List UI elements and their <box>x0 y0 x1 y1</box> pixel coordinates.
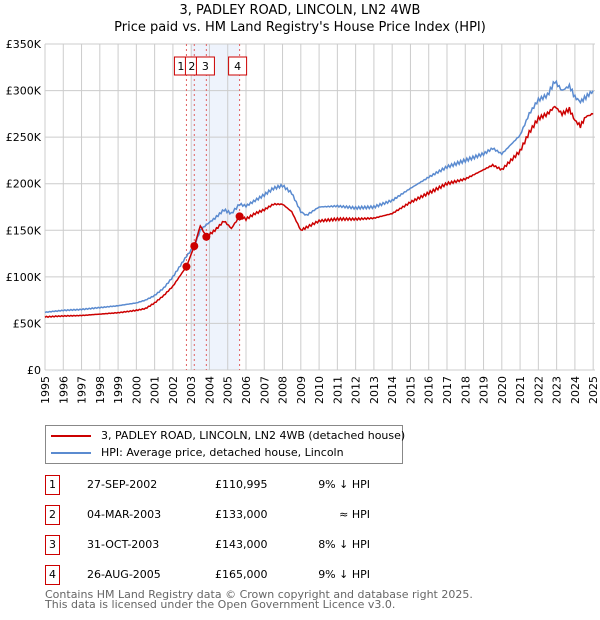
x-tick-label: 2001 <box>149 376 162 404</box>
sale-row: 1 27-SEP-2002 £110,995 9% ↓ HPI <box>45 475 405 495</box>
price-chart: £0 £50K £100K £150K £200K £250K £300K £350K 1995… <box>6 38 600 404</box>
x-tick-label: 2024 <box>569 376 582 404</box>
x-tick-label: 2006 <box>240 376 253 404</box>
copyright-text: Contains HM Land Registry data © Crown c… <box>45 588 473 601</box>
sale-marker-number: 3 <box>45 535 60 555</box>
sale-marker-number: 1 <box>45 475 60 495</box>
sale-point <box>202 232 211 241</box>
y-tick-label: £300K <box>6 85 42 98</box>
sale-marker-box <box>195 56 215 76</box>
licence-text: This data is licensed under the Open Gov… <box>45 598 396 611</box>
sale-date: 26-AUG-2005 <box>87 568 161 581</box>
y-tick-label: £350K <box>6 38 42 51</box>
y-tick-label: £200K <box>6 178 42 191</box>
x-tick-label: 2019 <box>478 376 491 404</box>
shaded-range <box>191 44 210 370</box>
sale-marker-label: 1 <box>177 60 184 73</box>
legend-swatch-blue <box>51 452 91 454</box>
sale-marker-label: 2 <box>188 60 195 73</box>
x-tick-label: 1999 <box>112 376 125 404</box>
sale-marker-label: 4 <box>234 60 241 73</box>
x-tick-label: 2010 <box>313 376 326 404</box>
x-tick-label: 2000 <box>130 376 143 404</box>
x-tick-label: 2015 <box>404 376 417 404</box>
x-tick-label: 2008 <box>277 376 290 404</box>
x-tick-label: 2016 <box>423 376 436 404</box>
sale-date: 27-SEP-2002 <box>87 478 158 491</box>
x-tick-label: 2012 <box>350 376 363 404</box>
legend: 3, PADLEY ROAD, LINCOLN, LN2 4WB (detach… <box>45 425 406 464</box>
legend-label: 3, PADLEY ROAD, LINCOLN, LN2 4WB (detach… <box>101 429 406 442</box>
x-tick-label: 2004 <box>203 376 216 404</box>
x-tick-label: 2020 <box>496 376 509 404</box>
x-tick-label: 2022 <box>532 376 545 404</box>
x-tick-label: 2009 <box>295 376 308 404</box>
footer: Contains HM Land Registry data © Crown c… <box>45 588 473 611</box>
x-tick-label: 1998 <box>94 376 107 404</box>
x-tick-label: 2011 <box>331 376 344 404</box>
sale-marker-label: 3 <box>202 60 209 73</box>
sale-point <box>182 262 191 271</box>
chart-subtitle: Price paid vs. HM Land Registry's House … <box>114 20 486 35</box>
sale-price: £133,000 <box>215 508 268 521</box>
x-tick-label: 2002 <box>167 376 180 404</box>
hpi-line <box>44 79 594 314</box>
sale-hpi-diff: 9% ↓ HPI <box>318 478 370 491</box>
sale-date: 04-MAR-2003 <box>87 508 162 521</box>
chart-title: 3, PADLEY ROAD, LINCOLN, LN2 4WB <box>179 3 421 18</box>
property-price-line <box>44 105 594 319</box>
sale-row: 4 26-AUG-2005 £165,000 9% ↓ HPI <box>45 565 405 585</box>
y-tick-label: £150K <box>6 224 42 237</box>
x-tick-label: 2005 <box>222 376 235 404</box>
x-tick-label: 2025 <box>587 376 600 404</box>
sale-point <box>190 242 199 251</box>
x-tick-label: 2013 <box>368 376 381 404</box>
x-tick-label: 1995 <box>39 376 52 404</box>
x-tick-label: 2018 <box>459 376 472 404</box>
y-tick-label: £50K <box>13 317 42 330</box>
sale-price: £165,000 <box>215 568 268 581</box>
sale-row: 2 04-MAR-2003 £133,000 ≈ HPI <box>45 505 405 525</box>
y-tick-label: £250K <box>6 131 42 144</box>
sale-point <box>235 212 244 221</box>
sale-marker-number: 2 <box>45 505 60 525</box>
x-tick-label: 2014 <box>386 376 399 404</box>
shaded-range <box>209 44 240 370</box>
x-tick-label: 2003 <box>185 376 198 404</box>
y-tick-label: £0 <box>27 364 41 377</box>
sale-hpi-diff: ≈ HPI <box>339 508 370 521</box>
sale-row: 3 31-OCT-2003 £143,000 8% ↓ HPI <box>45 535 405 555</box>
legend-swatch-red <box>51 435 91 437</box>
sale-date: 31-OCT-2003 <box>87 538 160 551</box>
sale-hpi-diff: 8% ↓ HPI <box>318 538 370 551</box>
legend-label: HPI: Average price, detached house, Linc… <box>101 446 344 459</box>
sale-price: £143,000 <box>215 538 268 551</box>
sale-marker-number: 4 <box>45 565 60 585</box>
x-tick-label: 2023 <box>551 376 564 404</box>
y-tick-label: £100K <box>6 271 42 284</box>
x-tick-label: 1996 <box>57 376 70 404</box>
sale-hpi-diff: 9% ↓ HPI <box>318 568 370 581</box>
x-tick-label: 2007 <box>258 376 271 404</box>
x-tick-label: 2017 <box>441 376 454 404</box>
sale-price: £110,995 <box>215 478 268 491</box>
x-tick-label: 1997 <box>76 376 89 404</box>
sale-marker-box <box>228 56 248 76</box>
x-tick-label: 2021 <box>514 376 527 404</box>
